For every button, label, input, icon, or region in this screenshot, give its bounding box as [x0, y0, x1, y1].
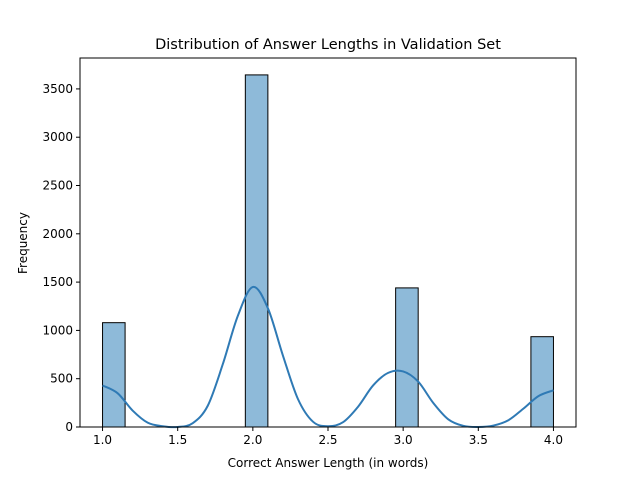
x-tick-label: 1.0: [93, 433, 112, 447]
chart-title: Distribution of Answer Lengths in Valida…: [155, 37, 501, 53]
y-tick-label: 1500: [42, 275, 73, 289]
y-tick-label: 3000: [42, 130, 73, 144]
y-tick-label: 500: [50, 372, 73, 386]
x-tick-label: 3.0: [394, 433, 413, 447]
histogram-bar-2: [244, 74, 269, 428]
histogram-bar-3: [395, 287, 419, 428]
histogram-bars: [102, 74, 554, 428]
x-tick-label: 4.0: [544, 433, 563, 447]
y-tick-label: 2500: [42, 179, 73, 193]
y-tick-label: 1000: [42, 323, 73, 337]
y-axis-title: Frequency: [16, 212, 30, 274]
plot-frame: [79, 57, 577, 428]
x-tick-label: 2.5: [318, 433, 337, 447]
x-tick-label: 3.5: [469, 433, 488, 447]
x-tick-label: 1.5: [168, 433, 187, 447]
histogram-bar-1: [102, 322, 126, 428]
x-tick-label: 2.0: [243, 433, 262, 447]
kde-curve: [102, 285, 554, 429]
x-axis-title: Correct Answer Length (in words): [228, 456, 429, 470]
x-axis: 1.0 1.5 2.0 2.5 3.0 3.5 4.0: [93, 427, 563, 447]
histogram-bar-4: [530, 336, 554, 428]
y-tick-label: 0: [65, 420, 73, 434]
y-tick-label: 3500: [42, 82, 73, 96]
y-axis: 0 500 1000 1500 2000 2500 3000 3500: [42, 82, 80, 434]
y-tick-label: 2000: [42, 227, 73, 241]
